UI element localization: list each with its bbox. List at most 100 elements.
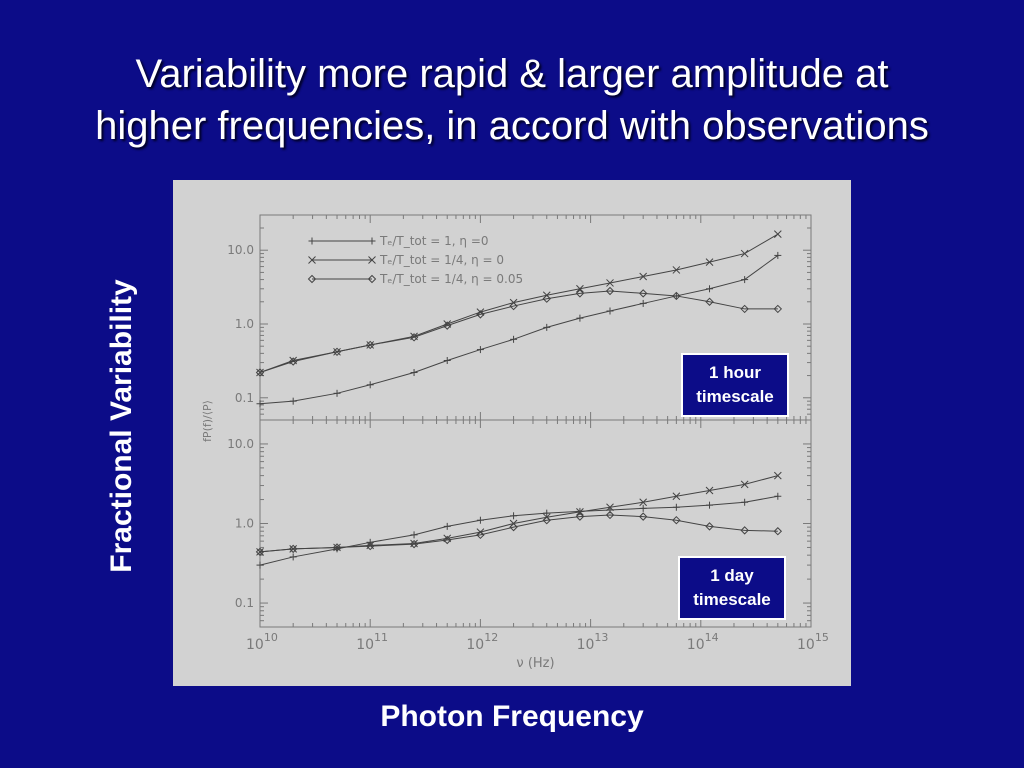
point-p0-s2-12 xyxy=(672,291,681,301)
point-p1-s0-8 xyxy=(543,509,551,517)
point-p0-s0-7 xyxy=(510,335,518,343)
point-p0-s0-5 xyxy=(443,357,451,365)
point-p0-s0-15 xyxy=(774,251,782,259)
point-p0-s1-15 xyxy=(773,230,782,239)
x-axis-label: ν (Hz) xyxy=(516,656,554,671)
point-p1-s2-14 xyxy=(740,526,749,535)
callout-1-day: 1 day timescale xyxy=(678,556,786,620)
point-p0-s2-15-d xyxy=(773,304,783,314)
point-p0-s2-11 xyxy=(638,289,648,298)
point-p1-s0-6 xyxy=(476,516,484,524)
point-p1-s2-7-d xyxy=(509,522,518,532)
point-p0-s1-13 xyxy=(705,258,714,266)
point-p1-s2-11 xyxy=(638,512,648,521)
point-p0-s1-9-b xyxy=(576,284,584,293)
point-p1-s1-13-b xyxy=(705,486,714,495)
legend-marker-b-2 xyxy=(367,274,377,284)
point-p0-s2-8 xyxy=(542,294,551,303)
photon-frequency-label: Photon Frequency xyxy=(380,700,644,733)
x-tick-label-13: 1013 xyxy=(577,631,609,653)
y-tick-label-p0-1.0: 1.0 xyxy=(235,317,254,331)
callout-1-day-line2: timescale xyxy=(693,590,771,609)
x-tick-label-12: 1012 xyxy=(466,631,498,653)
legend-marker-b-1 xyxy=(368,256,376,264)
y-tick-label-p0-0.1: 0.1 xyxy=(235,391,254,405)
point-p0-s2-5 xyxy=(443,321,452,330)
point-p1-s2-8 xyxy=(542,516,551,525)
point-p1-s0-1 xyxy=(289,553,297,561)
point-p1-s0-14 xyxy=(741,498,749,506)
point-p1-s1-11-b xyxy=(639,498,648,507)
y-tick-label-p0-10.0: 10.0 xyxy=(227,243,254,257)
legend-marker-a-0 xyxy=(308,237,316,245)
series-line-p0-2 xyxy=(259,290,778,373)
point-p0-s2-3 xyxy=(365,340,375,350)
point-p1-s0-5 xyxy=(443,522,451,530)
legend-marker-a-2-d xyxy=(307,274,317,284)
callout-1-hour-line1: 1 hour xyxy=(709,363,761,382)
point-p0-s0-1 xyxy=(289,397,297,405)
point-p0-s2-2-d xyxy=(332,347,342,357)
point-p1-s2-3 xyxy=(365,541,375,551)
point-p1-s2-4 xyxy=(409,539,419,549)
point-p0-s1-11-b xyxy=(639,272,648,281)
point-p0-s2-3-d xyxy=(365,340,375,350)
point-p1-s2-0 xyxy=(255,547,265,557)
point-p1-s2-8-d xyxy=(542,516,551,525)
series-line-p1-0 xyxy=(259,495,778,566)
point-p1-s2-11-d xyxy=(638,512,648,521)
point-p1-s1-12-b xyxy=(672,492,681,501)
point-p1-s2-9 xyxy=(575,512,585,521)
point-p1-s1-11 xyxy=(639,498,648,507)
point-p1-s2-7 xyxy=(509,522,518,532)
point-p1-s2-12-d xyxy=(672,516,681,525)
point-p0-s1-10 xyxy=(606,279,614,287)
callout-1-hour-line2: timescale xyxy=(696,387,774,406)
point-p1-s2-5-d xyxy=(443,535,452,545)
point-p1-s0-4 xyxy=(410,531,418,539)
point-p1-s0-7 xyxy=(510,512,518,520)
point-p0-s2-8-d xyxy=(542,294,551,303)
point-p0-s1-11 xyxy=(639,272,648,281)
legend-label-0: Tₑ/T_tot = 1, η =0 xyxy=(379,234,489,248)
point-p1-s1-14 xyxy=(740,480,749,489)
point-p1-s2-6 xyxy=(476,530,485,540)
legend-label-1: Tₑ/T_tot = 1/4, η = 0 xyxy=(379,253,504,267)
point-p0-s2-0-d xyxy=(255,368,265,377)
point-p0-s2-13 xyxy=(705,297,714,306)
slide-title-line1: Variability more rapid & larger amplitud… xyxy=(135,52,889,96)
point-p0-s2-15 xyxy=(773,304,783,314)
point-p1-s0-11 xyxy=(639,504,647,512)
point-p1-s2-10 xyxy=(605,510,615,520)
callout-1-day-line1: 1 day xyxy=(710,566,754,585)
point-p0-s2-0 xyxy=(255,368,265,377)
fractional-variability-label: Fractional Variability xyxy=(105,279,138,573)
point-p0-s2-7 xyxy=(509,301,518,311)
point-p0-s2-10-d xyxy=(605,286,615,296)
point-p1-s1-15-b xyxy=(773,471,782,480)
legend-marker-a-1-b xyxy=(308,256,316,264)
point-p0-s2-13-d xyxy=(705,297,714,306)
point-p0-s0-4 xyxy=(410,369,418,377)
point-p0-s1-15-b xyxy=(773,230,782,239)
point-p1-s2-13 xyxy=(705,522,714,531)
point-p1-s2-0-d xyxy=(255,547,265,557)
point-p0-s2-6-d xyxy=(476,310,485,319)
slide-title: Variability more rapid & larger amplitud… xyxy=(0,48,1024,152)
point-p1-s2-15-d xyxy=(773,527,783,536)
point-p0-s2-14 xyxy=(740,304,749,314)
point-p0-s0-9 xyxy=(576,314,584,322)
point-p0-s2-14-d xyxy=(740,304,749,314)
point-p0-s1-6-b xyxy=(476,308,485,316)
legend-label-2: Tₑ/T_tot = 1/4, η = 0.05 xyxy=(379,272,523,286)
point-p1-s2-12 xyxy=(672,516,681,525)
point-p1-s2-14-d xyxy=(740,526,749,535)
y-tick-label-p1-0.1: 0.1 xyxy=(235,596,254,610)
point-p0-s2-9-d xyxy=(575,289,585,298)
point-p0-s1-0 xyxy=(256,368,264,377)
legend-marker-b-0 xyxy=(368,237,376,245)
x-tick-label-14: 1014 xyxy=(687,631,719,653)
point-p1-s1-10 xyxy=(606,503,614,512)
point-p1-s2-5 xyxy=(443,535,452,545)
point-p1-s1-12 xyxy=(672,492,681,501)
